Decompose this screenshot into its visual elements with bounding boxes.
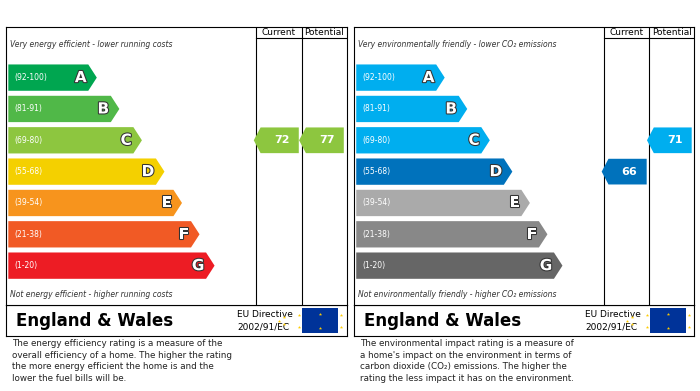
Text: (21-38): (21-38) [14,230,42,239]
Text: Potential: Potential [304,28,344,37]
Text: (21-38): (21-38) [362,230,390,239]
Text: Current: Current [610,28,644,37]
Text: D: D [141,164,154,179]
Text: England & Wales: England & Wales [364,312,521,330]
Text: EU Directive
2002/91/EC: EU Directive 2002/91/EC [237,310,293,331]
Text: (1-20): (1-20) [14,261,37,270]
Text: Energy Efficiency Rating: Energy Efficiency Rating [10,7,194,20]
Text: Potential: Potential [652,28,692,37]
Text: 71: 71 [667,135,682,145]
Text: Very environmentally friendly - lower CO₂ emissions: Very environmentally friendly - lower CO… [358,39,556,48]
Text: B: B [445,101,457,117]
Polygon shape [356,221,547,248]
Text: F: F [179,227,189,242]
Polygon shape [602,159,647,185]
Text: (55-68): (55-68) [362,167,390,176]
Polygon shape [8,65,97,91]
Text: 66: 66 [622,167,637,177]
Text: A: A [423,70,435,85]
Polygon shape [8,127,142,153]
Text: EU Directive
2002/91/EC: EU Directive 2002/91/EC [585,310,641,331]
Bar [650,308,686,333]
Text: F: F [527,227,537,242]
Polygon shape [8,221,199,248]
Text: Not energy efficient - higher running costs: Not energy efficient - higher running co… [10,290,172,299]
Polygon shape [8,253,215,279]
Polygon shape [356,253,563,279]
Text: D: D [489,164,502,179]
Polygon shape [356,127,490,153]
Text: E: E [162,196,172,210]
Text: (69-80): (69-80) [14,136,42,145]
Text: A: A [75,70,87,85]
Text: (81-91): (81-91) [362,104,390,113]
Text: Very energy efficient - lower running costs: Very energy efficient - lower running co… [10,39,172,48]
Text: Not environmentally friendly - higher CO₂ emissions: Not environmentally friendly - higher CO… [358,290,556,299]
Text: B: B [97,101,109,117]
Polygon shape [8,158,164,185]
Polygon shape [356,190,530,216]
Text: (69-80): (69-80) [362,136,390,145]
Text: 77: 77 [319,135,335,145]
Text: Environmental Impact (CO₂) Rating: Environmental Impact (CO₂) Rating [358,7,621,20]
Text: The energy efficiency rating is a measure of the
overall efficiency of a home. T: The energy efficiency rating is a measur… [13,339,232,383]
Polygon shape [356,158,512,185]
Text: 72: 72 [274,135,289,145]
Polygon shape [299,127,344,153]
Polygon shape [8,190,182,216]
Text: The environmental impact rating is a measure of
a home's impact on the environme: The environmental impact rating is a mea… [360,339,574,383]
Text: (39-54): (39-54) [362,199,391,208]
Polygon shape [254,127,299,153]
Text: (92-100): (92-100) [14,73,47,82]
Polygon shape [356,96,468,122]
Text: (39-54): (39-54) [14,199,43,208]
Text: England & Wales: England & Wales [16,312,173,330]
Text: G: G [540,258,552,273]
Polygon shape [8,96,120,122]
Text: G: G [192,258,204,273]
Text: (1-20): (1-20) [362,261,385,270]
Text: (81-91): (81-91) [14,104,42,113]
Text: Current: Current [262,28,296,37]
Text: C: C [468,133,480,148]
Text: E: E [510,196,519,210]
Polygon shape [356,65,444,91]
Polygon shape [647,127,692,153]
Text: (92-100): (92-100) [362,73,395,82]
Bar [302,308,338,333]
Text: C: C [120,133,132,148]
Text: (55-68): (55-68) [14,167,42,176]
